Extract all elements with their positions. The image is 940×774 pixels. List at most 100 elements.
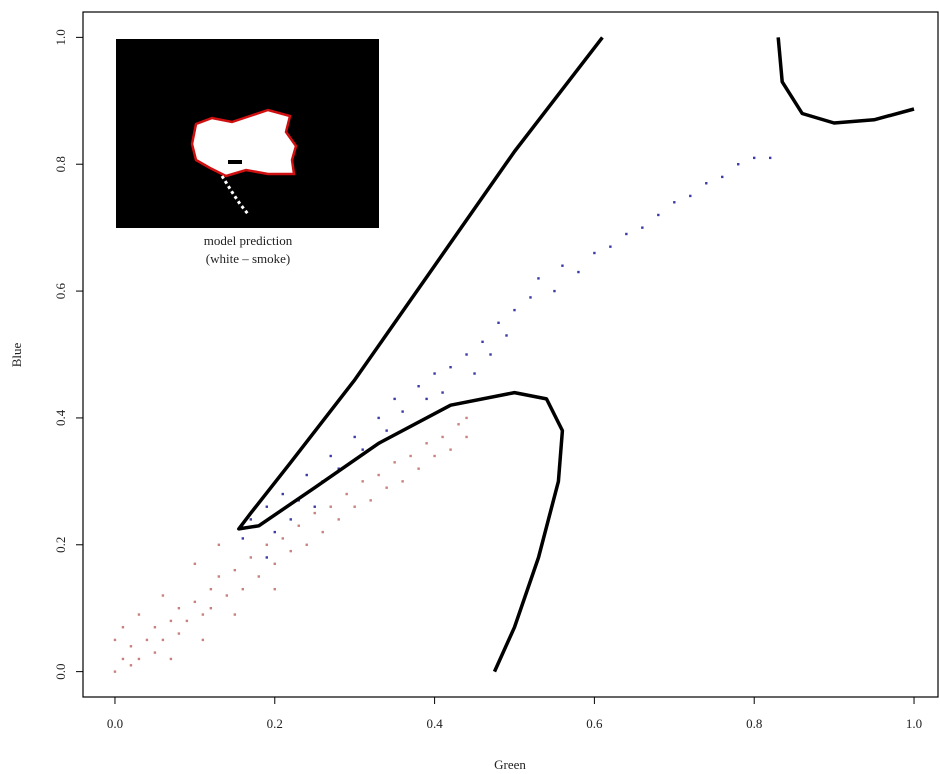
point: [290, 518, 292, 520]
point: [186, 620, 188, 622]
point: [122, 626, 124, 628]
point: [234, 569, 236, 571]
y-axis-title: Blue: [9, 342, 24, 367]
point: [338, 518, 340, 520]
point: [377, 474, 379, 476]
point: [242, 588, 244, 590]
inset-smoke-region: [192, 110, 296, 176]
point: [353, 436, 355, 438]
point: [178, 632, 180, 634]
point: [162, 594, 164, 596]
inset-gap: [228, 160, 242, 164]
point: [553, 290, 555, 292]
point: [122, 658, 124, 660]
annotation: (white – smoke): [206, 251, 290, 266]
point: [465, 436, 467, 438]
point: [138, 613, 140, 615]
point: [417, 467, 419, 469]
y-tick-label: 0.6: [53, 282, 68, 299]
point: [170, 620, 172, 622]
point: [138, 658, 140, 660]
point: [465, 417, 467, 419]
point: [130, 645, 132, 647]
point: [154, 626, 156, 628]
point: [282, 537, 284, 539]
point: [250, 518, 252, 520]
point: [210, 588, 212, 590]
x-tick-label: 0.0: [107, 716, 123, 731]
point: [266, 506, 268, 508]
point: [641, 226, 643, 228]
point: [609, 245, 611, 247]
point: [689, 195, 691, 197]
point: [266, 544, 268, 546]
point: [306, 544, 308, 546]
point: [266, 556, 268, 558]
point: [345, 493, 347, 495]
point: [234, 613, 236, 615]
point: [625, 233, 627, 235]
point: [537, 277, 539, 279]
point: [705, 182, 707, 184]
x-axis-title: Green: [494, 757, 526, 772]
point: [425, 398, 427, 400]
point: [314, 512, 316, 514]
point: [226, 594, 228, 596]
point: [314, 506, 316, 508]
point: [393, 398, 395, 400]
point: [433, 372, 435, 374]
point: [441, 436, 443, 438]
point: [146, 639, 148, 641]
x-tick-label: 0.6: [586, 716, 603, 731]
point: [162, 639, 164, 641]
point: [290, 550, 292, 552]
point: [657, 214, 659, 216]
point: [497, 322, 499, 324]
point: [154, 651, 156, 653]
point: [401, 410, 403, 412]
point: [529, 296, 531, 298]
point: [369, 499, 371, 501]
point: [721, 176, 723, 178]
point: [114, 670, 116, 672]
point: [561, 265, 563, 267]
x-tick-label: 1.0: [906, 716, 922, 731]
point: [377, 417, 379, 419]
chart: model prediction (white – smoke) Green B…: [0, 0, 940, 774]
point: [250, 556, 252, 558]
point: [322, 531, 324, 533]
point: [170, 658, 172, 660]
point: [242, 537, 244, 539]
y-tick-label: 0.4: [53, 409, 68, 426]
point: [753, 157, 755, 159]
point: [593, 252, 595, 254]
point: [258, 575, 260, 577]
point: [202, 613, 204, 615]
y-tick-label: 0.8: [53, 156, 68, 172]
point: [737, 163, 739, 165]
point: [178, 607, 180, 609]
y-tick-label: 0.0: [53, 664, 68, 680]
point: [114, 639, 116, 641]
point: [130, 664, 132, 666]
point: [425, 442, 427, 444]
point: [282, 493, 284, 495]
point: [393, 461, 395, 463]
point: [202, 639, 204, 641]
point: [306, 474, 308, 476]
point: [769, 157, 771, 159]
y-tick-label: 0.2: [53, 537, 68, 553]
point: [274, 563, 276, 565]
point: [274, 531, 276, 533]
point: [330, 506, 332, 508]
point: [449, 366, 451, 368]
point: [218, 544, 220, 546]
point: [385, 429, 387, 431]
inset-image: [116, 39, 379, 228]
point: [673, 201, 675, 203]
decision-boundary: [778, 37, 914, 123]
y-tick-label: 1.0: [53, 29, 68, 45]
point: [457, 423, 459, 425]
point: [194, 601, 196, 603]
point: [274, 588, 276, 590]
